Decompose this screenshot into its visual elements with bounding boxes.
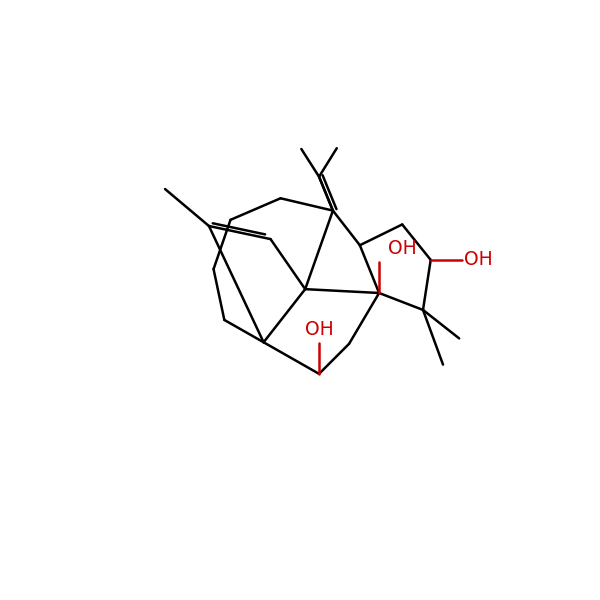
Text: OH: OH [388,239,416,258]
Text: OH: OH [464,250,493,269]
Text: OH: OH [305,320,334,338]
